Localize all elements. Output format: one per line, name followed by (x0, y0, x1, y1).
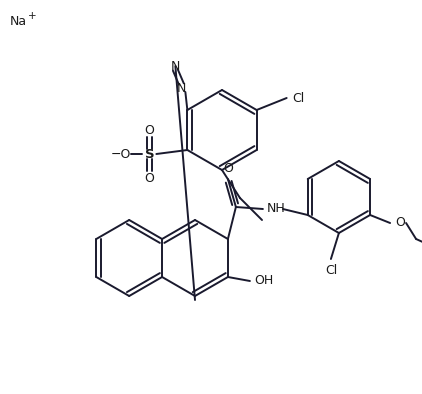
Text: +: + (28, 11, 37, 21)
Text: Cl: Cl (325, 264, 337, 277)
Text: OH: OH (254, 275, 273, 288)
Text: O: O (144, 171, 154, 184)
Text: S: S (145, 147, 154, 160)
Text: N: N (170, 59, 180, 72)
Text: N: N (177, 82, 186, 95)
Text: O: O (223, 162, 233, 175)
Text: NH: NH (267, 203, 285, 216)
Text: Na: Na (10, 15, 27, 28)
Text: Cl: Cl (292, 91, 305, 104)
Text: O: O (395, 216, 405, 229)
Text: −O: −O (111, 147, 132, 160)
Text: O: O (144, 123, 154, 136)
